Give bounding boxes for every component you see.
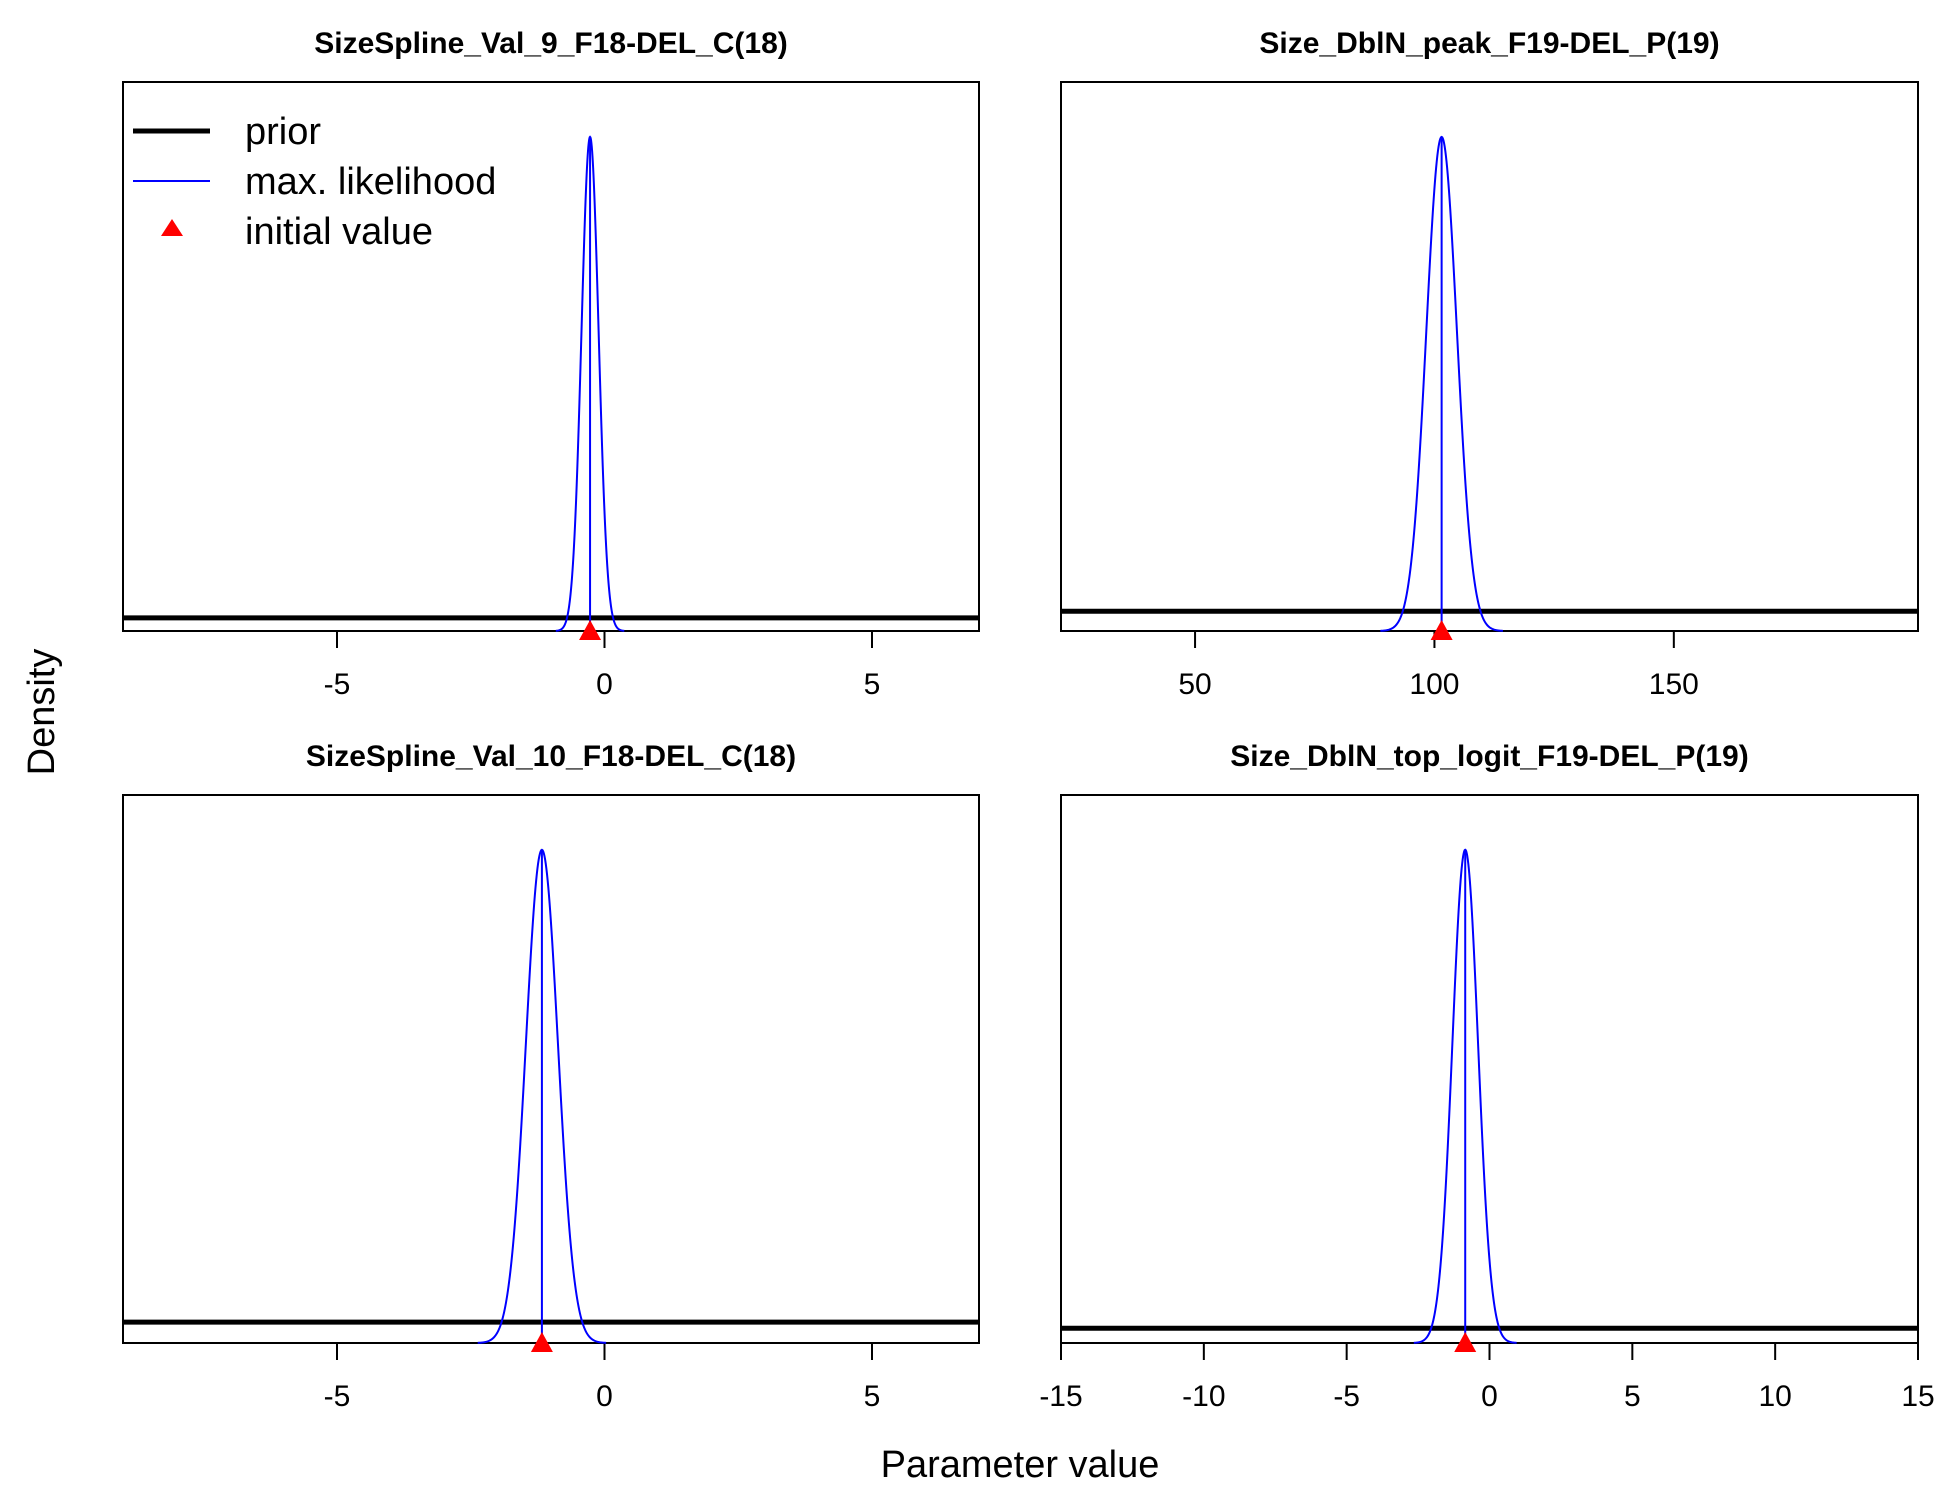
x-tick-label-size-dbln-top-logit: 5 — [1624, 1380, 1641, 1413]
x-tick-label-size-dbln-top-logit: 15 — [1901, 1380, 1934, 1413]
panel-size-dbln-top-logit: Size_DblN_top_logit_F19-DEL_P(19) -15 -10 -… — [1039, 740, 1934, 1413]
x-tick-label-size-dbln-top-logit: -5 — [1333, 1380, 1360, 1413]
panel-title-size-dbln-peak: Size_DblN_peak_F19-DEL_P(19) — [1259, 27, 1719, 60]
legend-initial-value-marker — [161, 219, 183, 236]
x-tick-label-sizespline-val-9: 5 — [864, 668, 881, 701]
panel-sizespline-val-9: SizeSpline_Val_9_F18-DEL_C(18) -5 0 5 — [122, 27, 980, 701]
x-tick-label-size-dbln-top-logit: 10 — [1758, 1380, 1791, 1413]
panel-size-dbln-peak: Size_DblN_peak_F19-DEL_P(19) 50 100 150 — [1060, 27, 1919, 701]
initial-value-marker-size-dbln-top-logit — [1454, 1332, 1477, 1352]
x-tick-label-size-dbln-top-logit: -15 — [1039, 1380, 1082, 1413]
x-tick-label-size-dbln-peak: 150 — [1649, 668, 1699, 701]
x-tick-label-sizespline-val-10: 5 — [864, 1380, 881, 1413]
initial-value-marker-sizespline-val-9 — [579, 620, 602, 640]
x-tick-label-size-dbln-peak: 50 — [1178, 668, 1211, 701]
x-tick-label-sizespline-val-10: -5 — [324, 1380, 351, 1413]
panel-title-size-dbln-top-logit: Size_DblN_top_logit_F19-DEL_P(19) — [1230, 740, 1748, 773]
initial-value-marker-size-dbln-peak — [1430, 620, 1453, 640]
legend-initial-value-label: initial value — [245, 211, 433, 253]
legend-prior-label: prior — [245, 111, 321, 153]
x-tick-label-sizespline-val-10: 0 — [596, 1380, 613, 1413]
panel-sizespline-val-10: SizeSpline_Val_10_F18-DEL_C(18) -5 0 5 — [122, 740, 980, 1413]
legend: prior max. likelihood initial value — [133, 111, 496, 253]
plot-frame-sizespline-val-10 — [122, 794, 980, 1344]
y-axis-title: Density — [21, 649, 63, 776]
x-tick-label-size-dbln-top-logit: -10 — [1182, 1380, 1225, 1413]
panels: SizeSpline_Val_9_F18-DEL_C(18)-5 0 5Size_D… — [122, 27, 1935, 1413]
x-tick-label-sizespline-val-9: 0 — [596, 668, 613, 701]
plot-frame-size-dbln-peak — [1060, 81, 1919, 632]
x-axis-title: Parameter value — [881, 1444, 1160, 1486]
panel-title-sizespline-val-10: SizeSpline_Val_10_F18-DEL_C(18) — [306, 740, 796, 773]
x-tick-label-sizespline-val-9: -5 — [324, 668, 351, 701]
initial-value-marker-sizespline-val-10 — [530, 1332, 553, 1352]
x-tick-label-size-dbln-peak: 100 — [1409, 668, 1459, 701]
plot-frame-sizespline-val-9 — [122, 81, 980, 632]
legend-max-likelihood-label: max. likelihood — [245, 161, 496, 203]
x-tick-label-size-dbln-top-logit: 0 — [1481, 1380, 1498, 1413]
panel-title-sizespline-val-9: SizeSpline_Val_9_F18-DEL_C(18) — [314, 27, 788, 60]
